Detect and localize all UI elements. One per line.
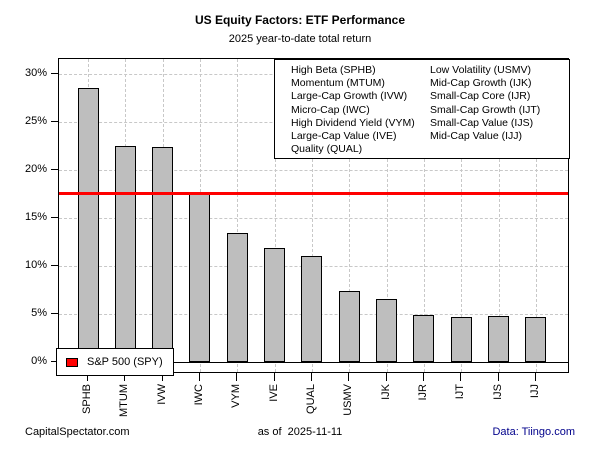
factor-legend-item: Mid-Cap Growth (IJK) (430, 77, 532, 90)
footer-data-source: Data: Tiingo.com (492, 426, 575, 438)
x-axis-tick-label: IVW (155, 384, 168, 405)
x-axis-tick (198, 373, 200, 381)
vertical-gridline (461, 59, 463, 372)
bar-mtum (114, 146, 136, 362)
factor-legend-item: Mid-Cap Value (IJJ) (430, 130, 522, 143)
factor-legend-item: High Beta (SPHB) (291, 64, 376, 76)
factor-legend-column-2: Low Volatility (USMV) Mid-Cap Growth (IJK… (430, 64, 569, 158)
plot-area: High Beta (SPHB) Momentum (MTUM) Large-Cap… (58, 58, 570, 373)
bar-ijk (376, 298, 398, 362)
factor-legend-item: Small-Cap Core (IJR) (430, 90, 531, 103)
red-line-swatch-icon (66, 357, 78, 367)
bar-qual (301, 256, 323, 362)
y-axis-tick-label: 10% (24, 259, 47, 271)
factor-legend-column-1: High Beta (SPHB) Momentum (MTUM) Large-Cap… (291, 64, 430, 158)
x-axis-tick (348, 373, 350, 381)
y-axis-tick (51, 313, 58, 314)
y-axis-tick-label: 15% (24, 211, 47, 223)
chart-title: US Equity Factors: ETF Performance (194, 13, 406, 27)
horizontal-gridline (59, 218, 568, 219)
y-axis-tick-label: 30% (24, 67, 47, 79)
x-axis-tick-label: IJK (379, 384, 392, 400)
vertical-gridline (535, 59, 537, 372)
bar-ijs (488, 315, 510, 362)
footer-source-left: CapitalSpectator.com (25, 426, 130, 438)
y-axis-tick-label: 0% (31, 355, 47, 367)
x-axis-tick (124, 373, 126, 381)
x-axis-tick-label: VYM (230, 384, 243, 408)
zero-axis-line (59, 362, 568, 363)
y-axis-tick-label: 20% (24, 163, 47, 175)
factor-legend-item: Small-Cap Value (IJS) (430, 116, 534, 129)
x-axis-tick-label: IJR (416, 384, 429, 401)
x-axis-tick-label: IJJ (528, 384, 541, 399)
y-axis-tick (51, 121, 58, 122)
factor-legend-item: High Dividend Yield (VYM) (291, 116, 415, 129)
x-axis-tick (422, 373, 424, 381)
x-axis-tick (310, 373, 312, 381)
bar-ivw (152, 146, 174, 362)
x-axis-tick (236, 373, 238, 381)
bar-sphb (77, 88, 99, 362)
x-axis-tick-label: QUAL (304, 384, 317, 414)
x-axis-tick-label: MTUM (118, 384, 131, 417)
factor-legend-item: Micro-Cap (IWC) (291, 103, 370, 116)
factor-legend-item: Momentum (MTUM) (291, 77, 385, 90)
x-axis-tick-label: IWC (192, 384, 205, 406)
x-axis-tick (161, 373, 163, 381)
bar-iwc (189, 194, 211, 362)
horizontal-gridline (59, 170, 568, 171)
y-axis-tick-label: 25% (24, 115, 47, 127)
sp500-reference-line (59, 192, 568, 196)
bar-ijt (450, 316, 472, 362)
vertical-gridline (237, 59, 239, 372)
bar-usmv (338, 290, 360, 362)
x-axis-tick (87, 373, 88, 381)
spy-legend-box: S&P 500 (SPY) (56, 348, 174, 376)
bar-ijr (413, 314, 435, 362)
factor-legend-box: High Beta (SPHB) Momentum (MTUM) Large-Cap… (274, 59, 570, 159)
footer-as-of-date: as of 2025-11-11 (257, 426, 343, 438)
vertical-gridline (311, 59, 313, 372)
y-axis-tick (51, 169, 58, 170)
x-axis-tick (534, 373, 536, 381)
x-axis-tick-label: IVE (267, 384, 280, 402)
x-axis-tick (273, 373, 275, 381)
vertical-gridline (386, 59, 388, 372)
x-axis-tick (497, 373, 499, 381)
x-axis-tick-label: IJT (454, 384, 467, 400)
y-axis-tick (51, 73, 58, 74)
vertical-gridline (498, 59, 500, 372)
y-axis-tick (51, 265, 58, 266)
y-axis-tick (51, 217, 58, 218)
y-axis-tick-label: 5% (31, 307, 47, 319)
x-axis-tick (460, 373, 462, 381)
x-axis-tick (385, 373, 387, 381)
factor-legend-item: Small-Cap Growth (IJT) (430, 103, 541, 116)
vertical-gridline (349, 59, 351, 372)
vertical-gridline (274, 59, 276, 372)
factor-legend-item: Quality (QUAL) (291, 143, 363, 156)
x-axis-tick-label: USMV (342, 384, 355, 416)
factor-legend-item: Large-Cap Value (IVE) (291, 130, 397, 143)
bar-ijj (525, 316, 547, 362)
bar-ive (264, 247, 286, 362)
spy-legend-label: S&P 500 (SPY) (87, 356, 163, 368)
vertical-gridline (423, 59, 425, 372)
bar-vym (226, 233, 248, 362)
x-axis-tick-label: SPHB (81, 384, 93, 414)
factor-legend-item: Large-Cap Growth (IVW) (291, 90, 408, 103)
y-axis-tick (51, 361, 58, 362)
x-axis-tick-label: IJS (491, 384, 504, 400)
factor-legend-item: Low Volatility (USMV) (430, 64, 531, 76)
chart-subtitle: 2025 year-to-date total return (228, 33, 372, 45)
